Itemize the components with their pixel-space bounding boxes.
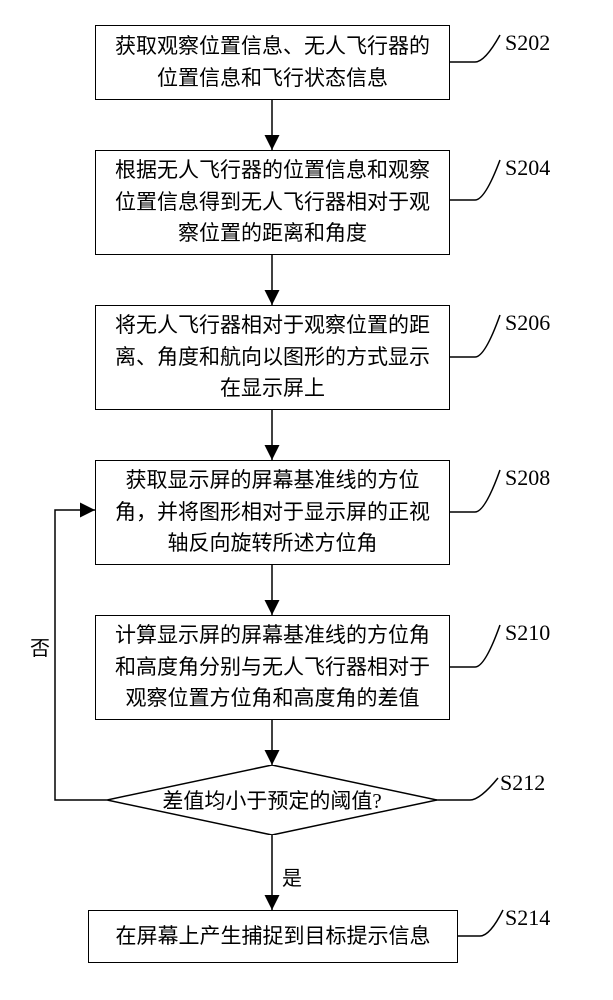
step-s212-decision: 差值均小于预定的阈值?	[107, 765, 437, 835]
step-s202-text: 获取观察位置信息、无人飞行器的 位置信息和飞行状态信息	[115, 31, 430, 94]
step-s204-label: S204	[505, 155, 550, 181]
step-s214-text: 在屏幕上产生捕捉到目标提示信息	[116, 921, 431, 953]
flowchart-container: 获取观察位置信息、无人飞行器的 位置信息和飞行状态信息 S202 根据无人飞行器…	[0, 0, 613, 1000]
step-s210-text: 计算显示屏的屏幕基准线的方位角 和高度角分别与无人飞行器相对于 观察位置方位角和…	[115, 620, 430, 715]
step-s214-box: 在屏幕上产生捕捉到目标提示信息	[88, 910, 458, 963]
step-s206-text: 将无人飞行器相对于观察位置的距 离、角度和航向以图形的方式显示 在显示屏上	[115, 310, 430, 405]
step-s208-text: 获取显示屏的屏幕基准线的方位 角，并将图形相对于显示屏的正视 轴反向旋转所述方位…	[115, 465, 430, 560]
step-s210-box: 计算显示屏的屏幕基准线的方位角 和高度角分别与无人飞行器相对于 观察位置方位角和…	[95, 615, 450, 720]
edge-label-no: 否	[30, 632, 50, 661]
diamond-shape	[107, 765, 437, 835]
step-s206-box: 将无人飞行器相对于观察位置的距 离、角度和航向以图形的方式显示 在显示屏上	[95, 305, 450, 410]
step-s210-label: S210	[505, 620, 550, 646]
step-s212-label: S212	[500, 770, 545, 796]
step-s204-text: 根据无人飞行器的位置信息和观察 位置信息得到无人飞行器相对于观 察位置的距离和角…	[115, 155, 430, 250]
step-s202-label: S202	[505, 30, 550, 56]
edge-label-yes: 是	[282, 862, 302, 891]
step-s208-label: S208	[505, 465, 550, 491]
step-s202-box: 获取观察位置信息、无人飞行器的 位置信息和飞行状态信息	[95, 25, 450, 100]
step-s208-box: 获取显示屏的屏幕基准线的方位 角，并将图形相对于显示屏的正视 轴反向旋转所述方位…	[95, 460, 450, 565]
step-s204-box: 根据无人飞行器的位置信息和观察 位置信息得到无人飞行器相对于观 察位置的距离和角…	[95, 150, 450, 255]
step-s214-label: S214	[505, 905, 550, 931]
step-s206-label: S206	[505, 310, 550, 336]
